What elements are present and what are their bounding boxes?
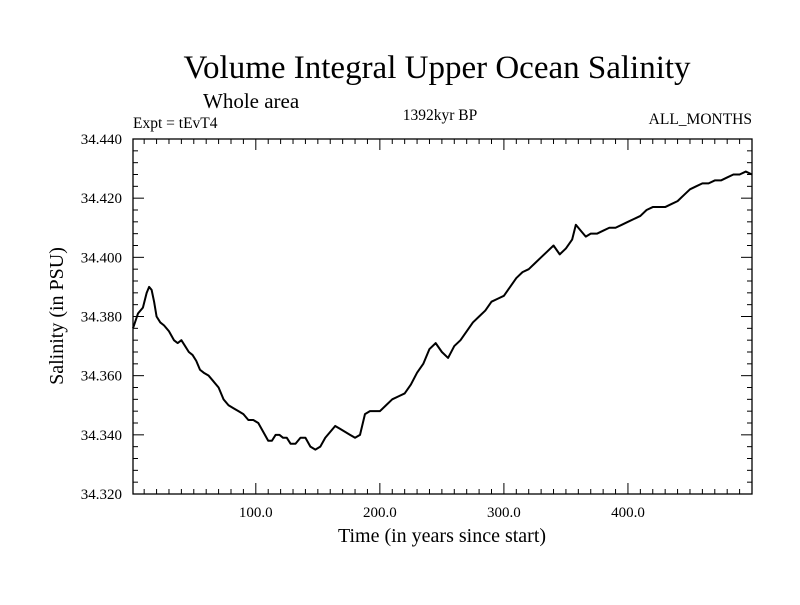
ticks bbox=[133, 139, 752, 494]
x-tick-label: 100.0 bbox=[239, 505, 273, 521]
x-tick-label: 400.0 bbox=[611, 505, 645, 521]
series-line bbox=[132, 170, 753, 451]
y-tick-label: 34.400 bbox=[81, 250, 122, 266]
chart-subtitle: Whole area bbox=[203, 89, 300, 113]
plot-frame bbox=[132, 138, 753, 495]
y-tick-label: 34.340 bbox=[81, 428, 122, 444]
y-axis-label: Salinity (in PSU) bbox=[46, 247, 68, 385]
chart-title: Volume Integral Upper Ocean Salinity bbox=[183, 50, 691, 86]
y-tick-label: 34.320 bbox=[81, 487, 122, 503]
x-tick-label: 300.0 bbox=[487, 505, 521, 521]
tick-labels: 100.0 200.0 300.0 400.0 34.320 34.340 34.360 34… bbox=[81, 132, 645, 521]
x-tick-label: 200.0 bbox=[363, 505, 397, 521]
months-label: ALL_MONTHS bbox=[649, 111, 752, 128]
y-tick-label: 34.440 bbox=[81, 132, 122, 148]
y-tick-label: 34.420 bbox=[81, 191, 122, 207]
period-label: 1392kyr BP bbox=[403, 107, 478, 124]
x-axis-label: Time (in years since start) bbox=[338, 525, 546, 547]
y-tick-label: 34.360 bbox=[81, 369, 122, 385]
experiment-label: Expt = tEvT4 bbox=[133, 115, 218, 132]
plot-area: 100.0 200.0 300.0 400.0 34.320 34.340 34.360 34… bbox=[81, 132, 753, 521]
y-tick-label: 34.380 bbox=[81, 310, 122, 326]
